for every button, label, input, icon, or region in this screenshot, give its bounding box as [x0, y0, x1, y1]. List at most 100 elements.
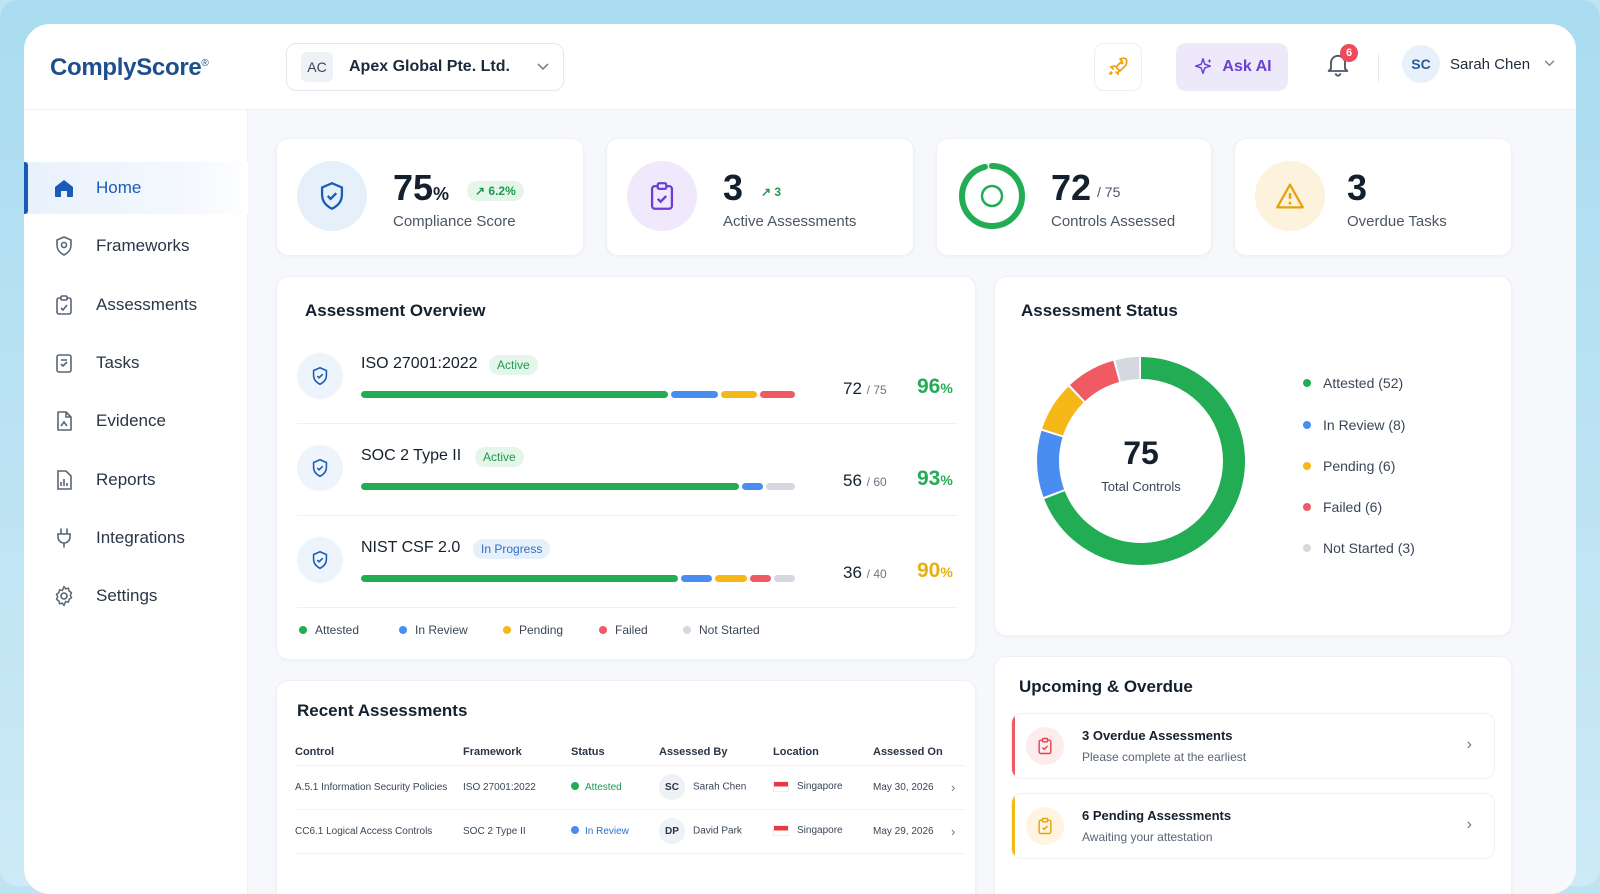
cell-framework: ISO 27001:2022 [463, 765, 571, 810]
cell-status: In Review [571, 809, 659, 854]
document-icon [57, 411, 72, 431]
legend-in-review: In Review [399, 623, 468, 637]
column-header[interactable]: Control [295, 739, 463, 766]
progress-segment [670, 391, 719, 398]
chevron-right-icon: › [1466, 736, 1472, 753]
location-name: Singapore [797, 781, 843, 793]
org-switcher[interactable]: AC Apex Global Pte. Ltd. [286, 43, 564, 91]
sidebar-item-label: Tasks [96, 353, 140, 372]
percent-unit: % [940, 472, 953, 488]
sidebar-item-reports[interactable]: Reports [24, 454, 248, 506]
cell-control: A.5.1 Information Security Policies [295, 765, 463, 810]
cell-location: Singapore [773, 809, 873, 854]
framework-percent: 93% [917, 467, 953, 491]
user-menu[interactable]: SC Sarah Chen [1402, 45, 1555, 83]
clipboard-check-icon [627, 161, 697, 231]
section-title: Assessment Status [1021, 301, 1178, 320]
framework-row-nist[interactable]: NIST CSF 2.0 In Progress 36 / 40 90% [297, 531, 957, 623]
rocket-button[interactable] [1094, 43, 1142, 91]
kpi-compliance-score[interactable]: 75% ↗ 6.2% Compliance Score [276, 138, 584, 256]
table-row[interactable]: A.5.1 Information Security Policies ISO … [295, 765, 965, 810]
row-divider [297, 515, 957, 516]
sidebar-item-tasks[interactable]: Tasks [24, 337, 248, 389]
framework-row-soc2[interactable]: SOC 2 Type II Active 56 / 60 93% [297, 439, 957, 531]
avatar: SC [1402, 45, 1440, 83]
column-header[interactable]: Status [571, 739, 659, 766]
clipboard-icon [56, 295, 72, 315]
sidebar-item-label: Evidence [96, 411, 166, 430]
sidebar-item-home[interactable]: Home [24, 162, 248, 214]
column-header[interactable]: Assessed By [659, 739, 773, 766]
kpi-active-assessments[interactable]: 3 ↗ 3 Active Assessments [606, 138, 914, 256]
sidebar-item-assessments[interactable]: Assessments [24, 279, 248, 331]
status-badge: Active [489, 355, 538, 375]
ask-ai-button[interactable]: Ask AI [1176, 43, 1288, 91]
clipboard-pending-icon [1026, 807, 1064, 845]
kpi-controls-assessed[interactable]: 72 / 75 Controls Assessed [936, 138, 1212, 256]
legend-label: Attested [315, 623, 360, 637]
kpi-value: 3 [1347, 167, 1368, 208]
table-row[interactable]: CC6.1 Logical Access Controls SOC 2 Type… [295, 809, 965, 854]
count-total: / 60 [866, 475, 887, 489]
kpi-label: Compliance Score [393, 213, 516, 230]
framework-percent: 96% [917, 375, 953, 399]
kpi-overdue-tasks[interactable]: 3 Overdue Tasks [1234, 138, 1512, 256]
status-label: In Review [585, 825, 629, 837]
donut-slice-attested[interactable] [1037, 357, 1245, 565]
item-subtitle: Awaiting your attestation [1082, 830, 1213, 844]
sidebar-item-frameworks[interactable]: Frameworks [24, 220, 248, 272]
plug-icon [57, 528, 71, 548]
sidebar-item-settings[interactable]: Settings [24, 570, 248, 622]
sparkle-icon [1195, 58, 1213, 75]
column-header[interactable]: Location [773, 739, 873, 766]
overdue-assessments-item[interactable]: 3 Overdue Assessments Please complete at… [1011, 713, 1495, 779]
shield-icon [297, 445, 343, 491]
upcoming-overdue-card: Upcoming & Overdue 3 Overdue Assessments… [994, 656, 1512, 894]
main-content: 75% ↗ 6.2% Compliance Score 3 ↗ 3 Active… [248, 110, 1576, 894]
cell-location: Singapore [773, 765, 873, 810]
chevron-right-icon[interactable]: › [951, 809, 965, 854]
header-divider [1378, 54, 1379, 82]
chevron-down-icon [537, 60, 549, 74]
status-label: Attested [585, 781, 622, 793]
shield-icon [297, 353, 343, 399]
legend-label: Failed (6) [1323, 499, 1383, 515]
percent-unit: % [940, 380, 953, 396]
cell-control: CC6.1 Logical Access Controls [295, 809, 463, 854]
checklist-icon [56, 354, 72, 373]
top-header: ComplyScore® AC Apex Global Pte. Ltd. As… [24, 24, 1576, 110]
column-header[interactable]: Framework [463, 739, 571, 766]
delta-value: 6.2% [488, 184, 516, 198]
assessment-overview-card: Assessment Overview ISO 27001:2022 Activ… [276, 276, 976, 660]
pending-assessments-item[interactable]: 6 Pending Assessments Awaiting your atte… [1011, 793, 1495, 859]
user-name: Sarah Chen [1450, 55, 1531, 73]
count-total: / 75 [866, 383, 887, 397]
progress-bar [361, 391, 795, 398]
legend-label: In Review [415, 623, 468, 637]
legend-label: Not Started (3) [1323, 540, 1415, 556]
notifications-button[interactable]: 6 [1324, 44, 1358, 82]
progress-segment [766, 483, 795, 490]
progress-segment [749, 575, 771, 582]
sidebar-item-integrations[interactable]: Integrations [24, 512, 248, 564]
legend-not-started: Not Started [683, 623, 760, 637]
status-label: Active [475, 447, 524, 467]
legend-not-started: Not Started (3) [1303, 540, 1415, 556]
progress-segment [742, 483, 764, 490]
percent-value: 90 [917, 559, 941, 582]
donut-slice-in-review[interactable] [1037, 357, 1245, 565]
framework-row-iso[interactable]: ISO 27001:2022 Active 72 / 75 96% [297, 347, 957, 439]
percent-unit: % [940, 564, 953, 580]
sidebar-item-label: Settings [96, 586, 158, 605]
legend-failed: Failed [599, 623, 648, 637]
framework-count: 36 / 40 [843, 563, 887, 583]
chevron-right-icon[interactable]: › [951, 765, 965, 810]
donut-total: 75 [1123, 435, 1159, 471]
progress-segment [773, 575, 795, 582]
sidebar-item-evidence[interactable]: Evidence [24, 395, 248, 447]
logo[interactable]: ComplyScore® [50, 54, 209, 82]
progress-segment [759, 391, 795, 398]
column-header[interactable]: Assessed On [873, 739, 951, 766]
legend-pending: Pending (6) [1303, 458, 1395, 474]
section-title: Recent Assessments [297, 701, 468, 720]
